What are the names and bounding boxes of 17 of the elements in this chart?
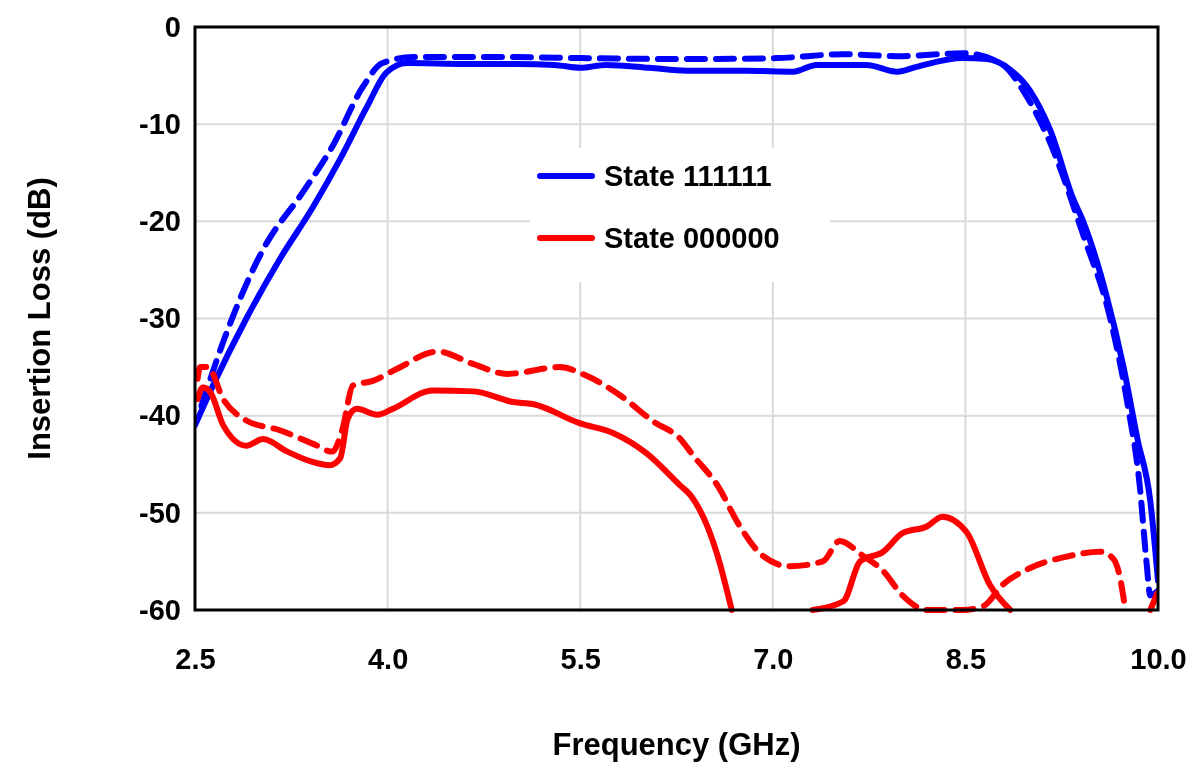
x-tick-label: 10.0	[1130, 642, 1187, 675]
legend-label: State 111111	[604, 160, 772, 192]
y-tick-label: -40	[139, 399, 181, 432]
y-tick-label: -10	[139, 107, 181, 140]
y-tick-label: -50	[139, 496, 181, 529]
x-tick-label: 7.0	[753, 642, 794, 675]
y-tick-label: 0	[164, 10, 181, 43]
x-tick-label: 2.5	[175, 642, 216, 675]
legend-label: State 000000	[604, 222, 780, 254]
x-tick-label: 4.0	[367, 642, 409, 675]
y-axis-title: Insertion Loss (dB)	[22, 177, 57, 460]
y-tick-label: -20	[139, 205, 181, 238]
x-axis-title: Frequency (GHz)	[552, 727, 801, 762]
x-tick-label: 8.5	[945, 642, 987, 675]
x-tick-label: 5.5	[560, 642, 601, 675]
y-tick-label: -60	[139, 593, 181, 626]
y-tick-label: -30	[139, 302, 181, 335]
